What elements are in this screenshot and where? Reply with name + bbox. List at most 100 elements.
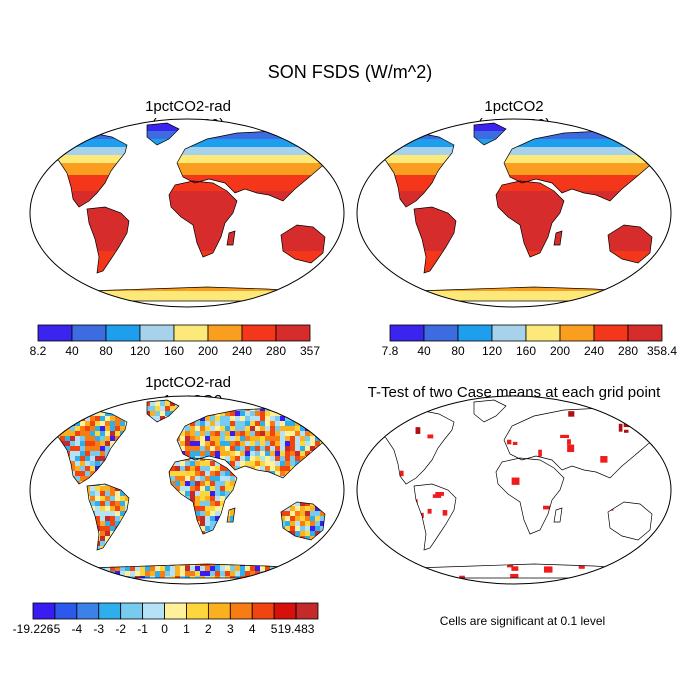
coastline xyxy=(226,507,236,523)
panel-4-title: T-Test of two Case means at each grid po… xyxy=(340,384,688,402)
colorbar-label: 120 xyxy=(130,344,150,358)
colorbar-label: 358.4 xyxy=(647,344,677,358)
coastline xyxy=(607,224,653,264)
coastline xyxy=(553,507,563,523)
colorbar-label: 19.483 xyxy=(278,622,315,636)
colorbar-box xyxy=(229,602,253,620)
colorbar-box xyxy=(251,602,275,620)
colorbar-panel-1: 8.2 40 80 120 160 200 240 280 357 xyxy=(30,324,320,365)
colorbar-box xyxy=(559,324,595,342)
coastline xyxy=(176,130,340,202)
colorbar-label: 80 xyxy=(99,344,113,358)
coastline xyxy=(280,501,326,541)
colorbar-box xyxy=(273,602,297,620)
colorbar-label: 7.8 xyxy=(382,344,399,358)
panel-4-title-line1: T-Test of two Case means at each grid po… xyxy=(340,384,688,402)
coastline xyxy=(176,407,340,479)
colorbar-label: 4 xyxy=(249,622,256,636)
colorbar-box xyxy=(105,324,141,342)
coastline xyxy=(413,483,457,551)
colorbar-label: 160 xyxy=(516,344,536,358)
colorbar-box xyxy=(120,602,144,620)
colorbar-panel-2: 7.8 40 80 120 160 200 240 280 358.4 xyxy=(382,324,677,365)
colorbar-box xyxy=(457,324,493,342)
colorbar-box xyxy=(593,324,629,342)
colorbar-label: 120 xyxy=(482,344,502,358)
coastline xyxy=(280,224,326,264)
coastline xyxy=(226,230,236,246)
colorbar-box xyxy=(241,324,277,342)
coastline xyxy=(44,409,128,485)
coastline xyxy=(371,409,455,485)
colorbar-label: 1 xyxy=(183,622,190,636)
colorbar-label: -19.226 xyxy=(13,622,54,636)
colorbar-box xyxy=(491,324,527,342)
coastline xyxy=(146,399,180,423)
panel-1-title-line1: 1pctCO2-rad xyxy=(28,98,348,116)
colorbar-label: 40 xyxy=(65,344,79,358)
colorbar-box xyxy=(627,324,663,342)
colorbar-label: 200 xyxy=(550,344,570,358)
coastline xyxy=(503,130,667,202)
panel-2-title-line1: 1pctCO2 xyxy=(354,98,674,116)
panel-3-title-line1: 1pctCO2-rad xyxy=(28,374,348,392)
colorbar-label: -3 xyxy=(93,622,104,636)
colorbar-label: 80 xyxy=(451,344,465,358)
colorbar-box xyxy=(54,602,78,620)
map-border xyxy=(356,118,672,308)
colorbar-label: -4 xyxy=(72,622,83,636)
colorbar-box xyxy=(139,324,175,342)
colorbar-box xyxy=(275,324,311,342)
colorbar-label: 240 xyxy=(232,344,252,358)
coastline xyxy=(44,132,128,208)
colorbar-label: 200 xyxy=(198,344,218,358)
colorbar-box xyxy=(525,324,561,342)
coastline xyxy=(363,286,665,302)
colorbar-label: 280 xyxy=(618,344,638,358)
colorbar-label: 8.2 xyxy=(30,344,47,358)
colorbar-label: -1 xyxy=(137,622,148,636)
colorbar-label: 240 xyxy=(584,344,604,358)
coastline xyxy=(363,563,665,579)
colorbar-box xyxy=(32,602,56,620)
figure-title: SON FSDS (W/m^2) xyxy=(0,62,700,83)
coastline xyxy=(86,206,130,274)
coastline xyxy=(36,286,338,302)
map-border xyxy=(29,118,345,308)
colorbar-label: 3 xyxy=(227,622,234,636)
landmass-africa xyxy=(496,181,564,257)
map-panel-4 xyxy=(356,395,672,585)
colorbar-box xyxy=(164,602,187,620)
map-panel-1 xyxy=(29,118,345,308)
colorbar-label: 2 xyxy=(205,622,212,636)
colorbar-label: -5 xyxy=(50,622,61,636)
colorbar-box xyxy=(207,324,243,342)
coastline xyxy=(495,180,565,258)
landmass-eurasia xyxy=(177,131,339,201)
colorbar-box xyxy=(186,602,209,620)
coastline xyxy=(36,563,338,579)
colorbar-box xyxy=(142,602,165,620)
colorbar-label: 280 xyxy=(266,344,286,358)
colorbar-label: 0 xyxy=(161,622,168,636)
colorbar-label: -2 xyxy=(115,622,126,636)
map-panel-2 xyxy=(356,118,672,308)
coastline xyxy=(473,122,507,146)
colorbar-box xyxy=(389,324,425,342)
colorbar-panel-3: -19.226 -5 -4 -3 -2 -1 0 1 2 3 4 5 19.483 xyxy=(13,602,323,643)
map-border xyxy=(29,395,345,585)
coastline xyxy=(86,483,130,551)
coastline xyxy=(146,122,180,146)
coastline xyxy=(168,180,238,258)
coastline xyxy=(168,457,238,535)
colorbar-box xyxy=(295,602,319,620)
coastline xyxy=(371,132,455,208)
coastline xyxy=(553,230,563,246)
landmass-madagascar xyxy=(554,508,562,522)
colorbar-label: 5 xyxy=(271,622,278,636)
colorbar-box xyxy=(71,324,107,342)
coastline xyxy=(503,407,667,479)
colorbar-box xyxy=(173,324,209,342)
colorbar-label: 160 xyxy=(164,344,184,358)
